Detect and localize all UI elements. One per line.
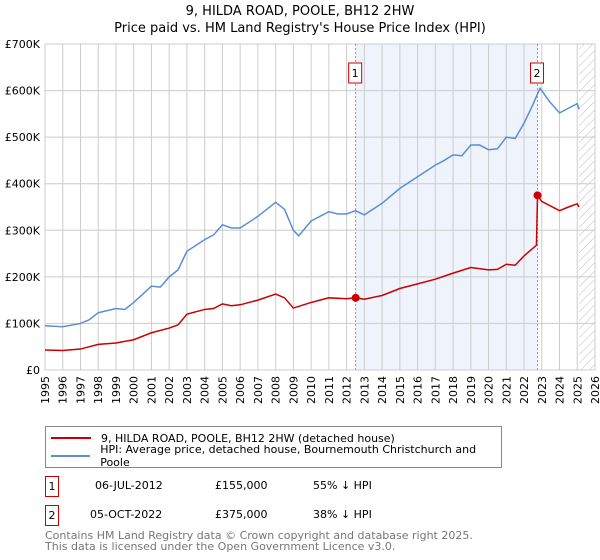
y-tick-label: £300K [5,224,41,237]
x-tick-label: 2004 [199,376,212,404]
sale-label: 1 [352,67,359,80]
transaction-price: £375,000 [215,508,268,521]
legend-item-property: 9, HILDA ROAD, POOLE, BH12 2HW (detached… [51,429,395,447]
transaction-date: 05-OCT-2022 [90,508,163,521]
chart-title: 9, HILDA ROAD, POOLE, BH12 2HW [185,4,415,19]
x-tick-label: 2016 [412,376,425,404]
x-tick-label: 2005 [216,376,229,404]
y-tick-label: £400K [5,178,41,191]
sale-point [533,191,542,200]
footer-line: This data is licensed under the Open Gov… [45,540,396,553]
x-tick-label: 2024 [554,376,567,404]
x-tick-label: 2018 [447,376,460,404]
legend: 9, HILDA ROAD, POOLE, BH12 2HW (detached… [45,426,502,469]
footer-line: Contains HM Land Registry data © Crown c… [45,529,473,542]
price-chart: 1995 1996 1997 1998 1999 2000 2001 2002 2003 2004… [5,38,600,404]
sale-label-box [348,62,363,84]
x-tick-label: 2006 [234,376,247,404]
x-tick-label: 2010 [305,376,318,404]
x-tick-label: 2003 [181,376,194,404]
x-tick-label: 2012 [341,376,354,404]
x-tick-label: 2000 [128,376,141,404]
price-paid-line [44,193,580,352]
marker-badge: 1 [45,476,59,497]
y-tick-label: £0 [26,364,40,377]
transaction-price: £155,000 [215,479,268,492]
chart-subtitle: Price paid vs. HM Land Registry's House … [114,21,486,36]
legend-label: 9, HILDA ROAD, POOLE, BH12 2HW (detached… [101,431,395,445]
x-tick-label: 2025 [571,376,584,404]
x-tick-label: 1997 [74,376,87,404]
x-tick-label: 2001 [145,376,158,404]
x-tick-label: 2017 [429,376,442,404]
x-tick-label: 1995 [39,376,52,404]
x-tick-label: 1996 [57,376,70,404]
x-tick-label: 2011 [323,376,336,404]
x-tick-label: 2019 [465,376,478,404]
hpi-line [44,86,580,328]
transaction-hpi-diff: 55% ↓ HPI [313,479,372,492]
sale-label: 2 [534,67,541,80]
y-tick-label: £700K [5,38,41,51]
highlight-band [355,44,538,370]
x-tick-label: 2002 [163,376,176,404]
x-tick-label: 2015 [394,376,407,404]
x-tick-label: 2021 [500,376,513,404]
y-tick-label: £200K [5,271,41,284]
x-tick-label: 2014 [376,376,389,404]
x-tick-label: 2007 [252,376,265,404]
x-tick-label: 2013 [358,376,371,404]
forecast-hatch [579,44,595,370]
plot-frame [44,43,596,371]
x-tick-label: 1999 [110,376,123,404]
sale-point [351,293,360,302]
y-tick-label: £500K [5,131,41,144]
marker-badge: 2 [45,505,59,526]
transaction-hpi-diff: 38% ↓ HPI [313,508,372,521]
x-tick-label: 2008 [270,376,283,404]
x-tick-label: 2022 [518,376,531,404]
x-tick-label: 2023 [536,376,549,404]
legend-label: HPI: Average price, detached house, Bour… [100,443,477,469]
legend-item-hpi: HPI: Average price, detached house, Bour… [51,443,501,469]
transaction-date: 06-JUL-2012 [95,479,163,492]
sale-label-box [530,62,545,84]
x-tick-label: 2020 [483,376,496,404]
y-tick-label: £600K [5,85,41,98]
y-tick-label: £100K [5,317,41,330]
x-tick-label: 2009 [287,376,300,404]
x-tick-label: 2026 [589,376,600,404]
footer: Contains HM Land Registry data © Crown c… [45,530,473,552]
x-tick-label: 1998 [92,376,105,404]
